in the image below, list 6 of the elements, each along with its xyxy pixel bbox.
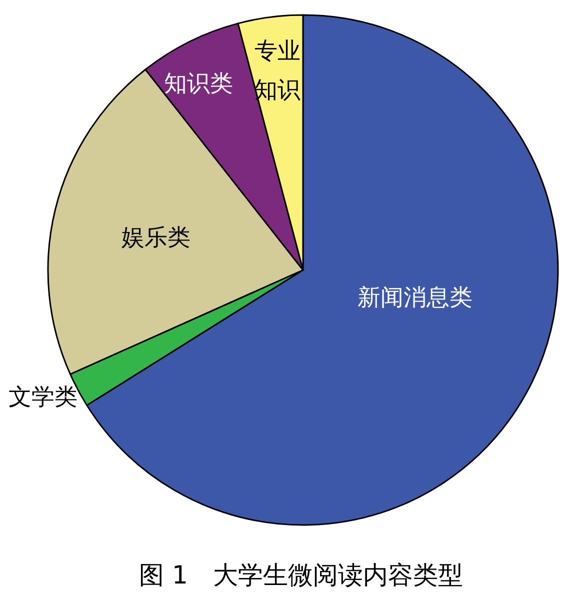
slice-label: 文学类: [8, 384, 78, 410]
slice-label: 专业知识: [254, 38, 300, 104]
slice-label: 知识类: [164, 70, 233, 97]
slice-label: 新闻消息类: [358, 285, 473, 312]
slice-label: 娱乐类: [122, 225, 191, 252]
text: 图 1 大学生微阅读内容类型: [139, 560, 463, 590]
